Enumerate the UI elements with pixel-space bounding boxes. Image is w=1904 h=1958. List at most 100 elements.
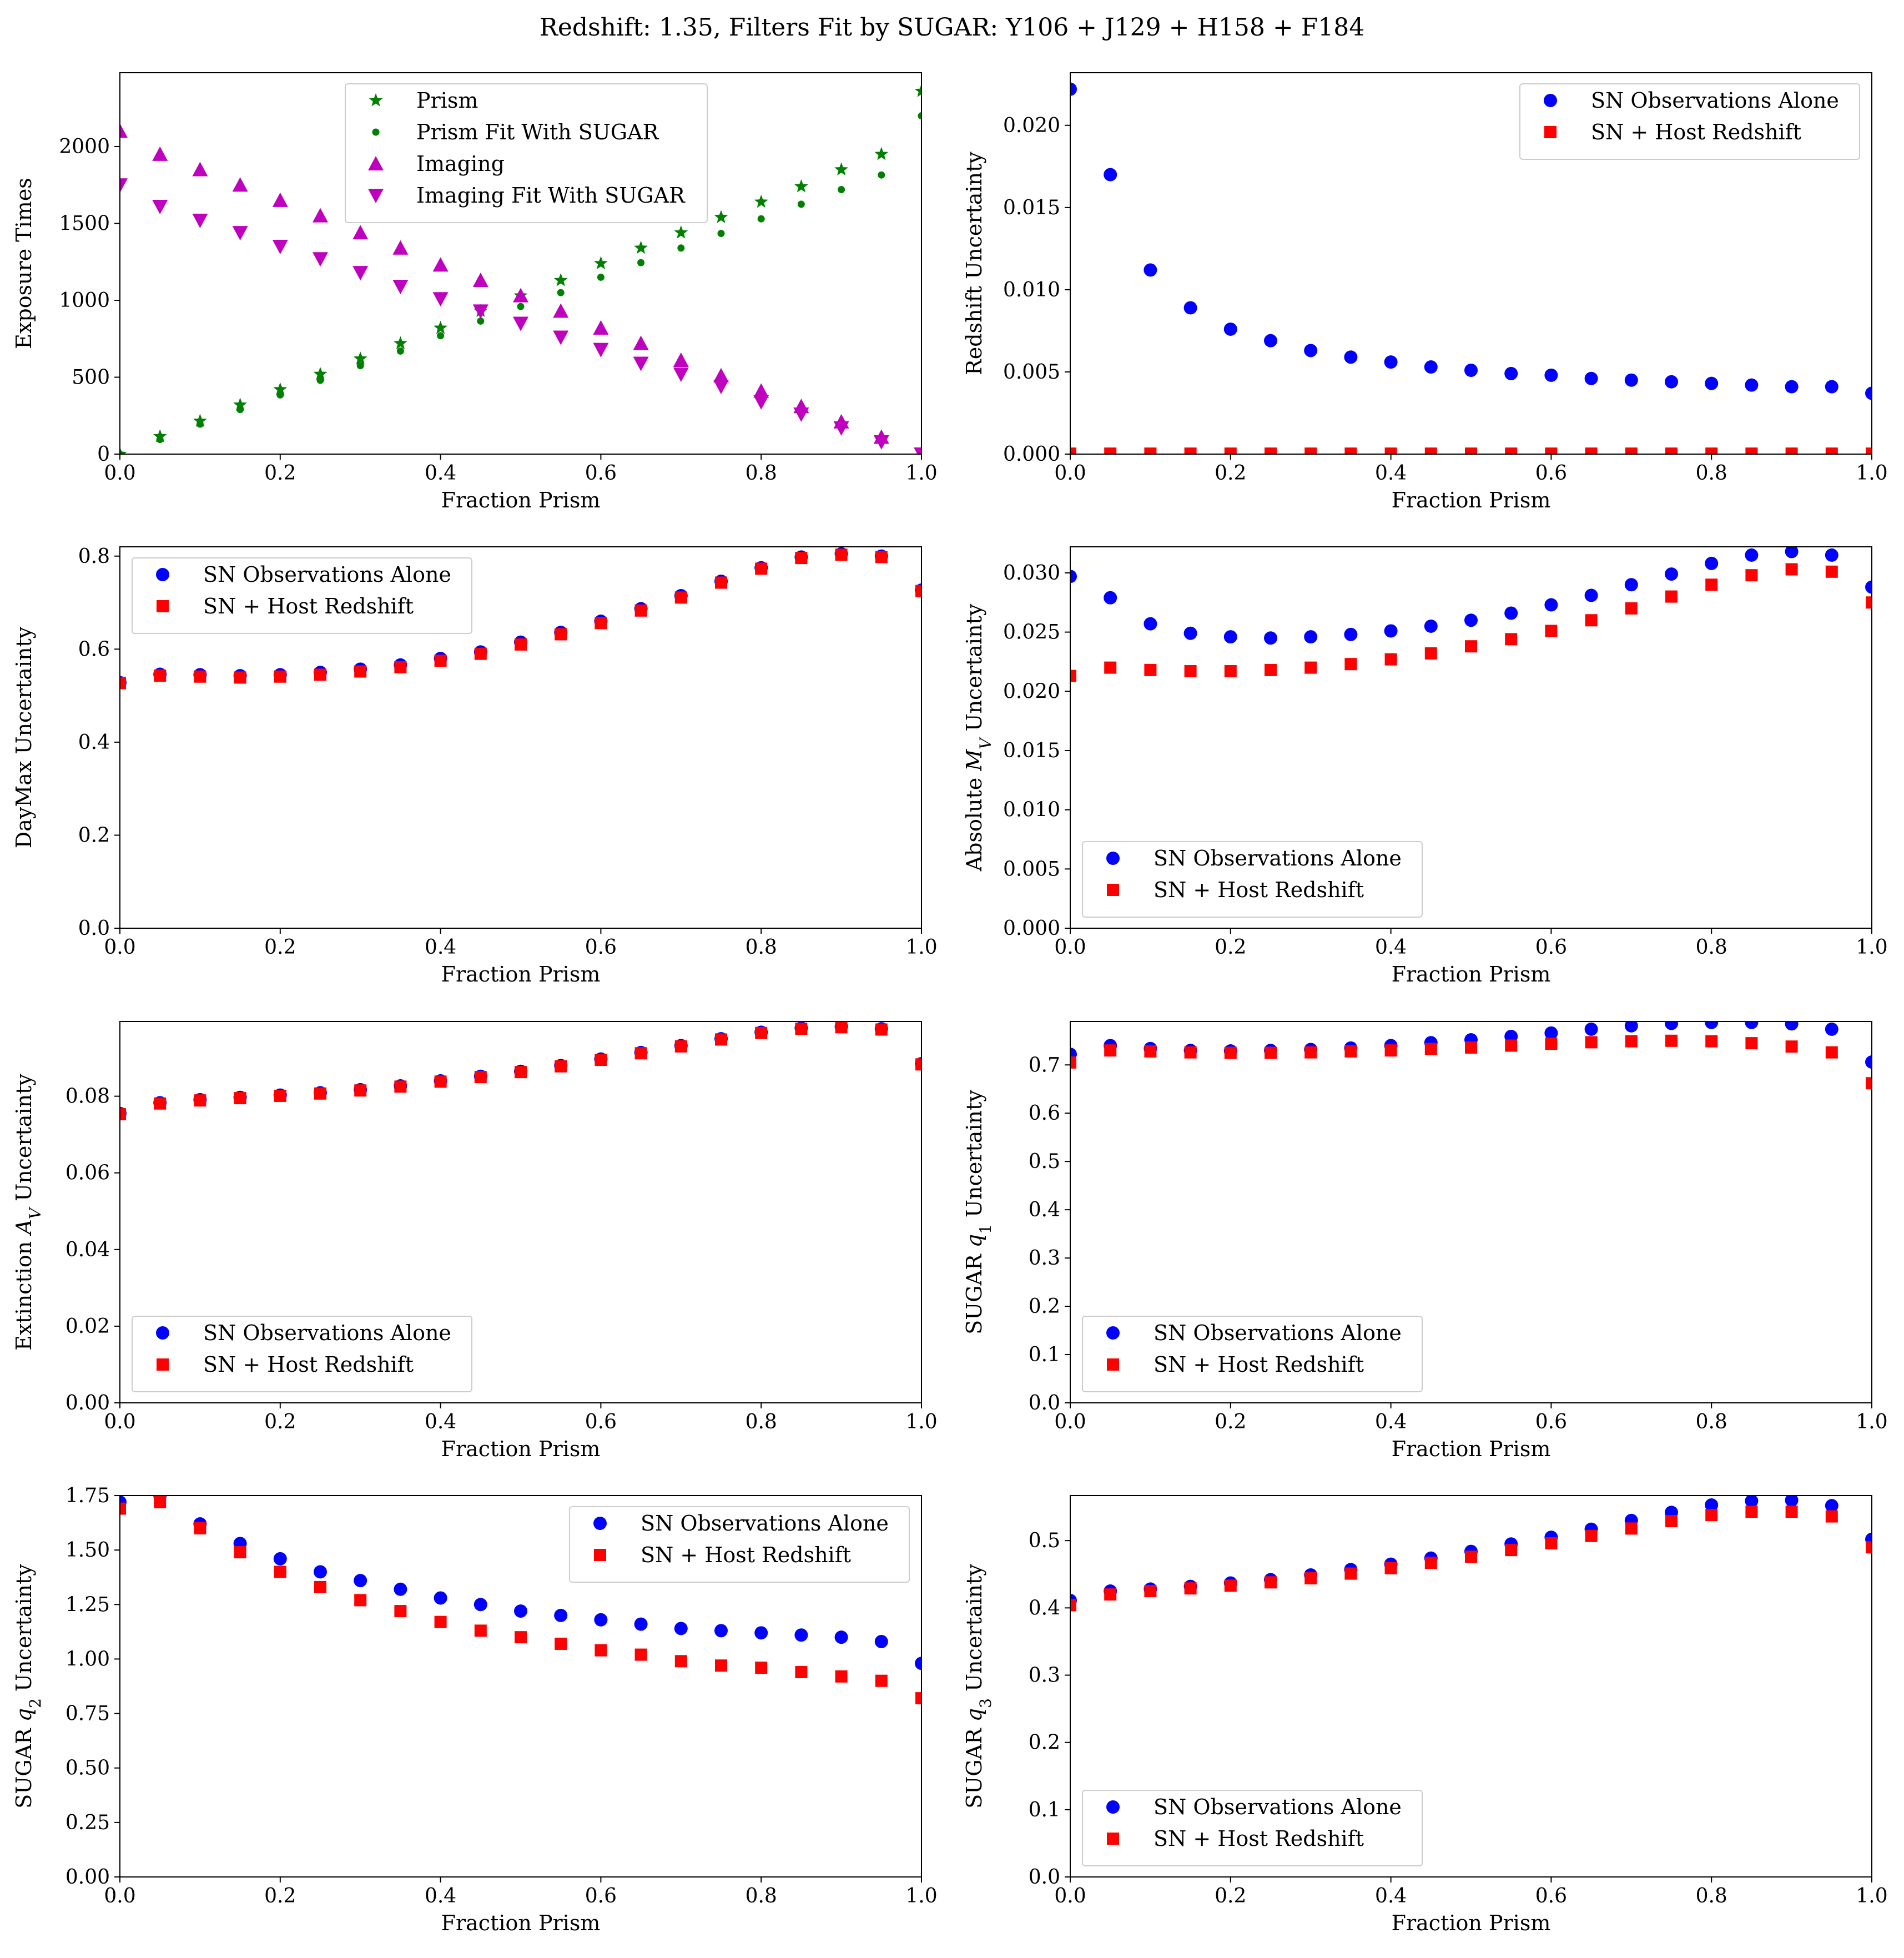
x-tick-label: 0.6 (585, 1885, 617, 1907)
data-point (1665, 590, 1678, 603)
data-point (152, 146, 168, 161)
data-point (434, 320, 447, 334)
y-tick-label: 0.50 (66, 1757, 110, 1780)
data-point (1384, 624, 1398, 638)
data-point (1785, 1021, 1799, 1031)
legend-marker (157, 1358, 169, 1371)
x-tick-label: 0.0 (104, 936, 135, 959)
legend-label: SN + Host Redshift (641, 1543, 851, 1567)
x-axis-label: Fraction Prism (1392, 1911, 1551, 1935)
legend-label: SN + Host Redshift (203, 1352, 414, 1377)
data-point (472, 272, 488, 287)
legend: SN Observations Alone SN + Host Redshift (1082, 841, 1423, 918)
data-point (795, 1665, 808, 1678)
data-point (1070, 570, 1077, 583)
x-tick-label: 0.2 (264, 1885, 296, 1907)
data-point (838, 186, 845, 194)
data-point (1665, 375, 1678, 389)
data-point (394, 336, 407, 350)
data-point (757, 215, 765, 223)
data-point (437, 332, 445, 340)
data-point (434, 655, 447, 667)
data-point (1545, 1038, 1558, 1050)
data-point (717, 229, 725, 237)
data-point (119, 1502, 126, 1515)
legend-label: SN Observations Alone (1154, 846, 1402, 870)
data-point (1625, 1522, 1638, 1535)
data-point (634, 1648, 647, 1661)
data-point (119, 123, 128, 138)
data-point (1705, 376, 1719, 390)
data-point (1705, 556, 1719, 570)
x-tick-label: 0.8 (1696, 462, 1727, 485)
legend-label: SN + Host Redshift (1154, 878, 1364, 902)
data-point (1825, 1499, 1838, 1513)
x-tick-label: 1.0 (905, 1411, 937, 1433)
data-point (1224, 447, 1237, 455)
data-point (1825, 380, 1838, 394)
data-point (1866, 447, 1872, 455)
plot-frame (119, 1021, 922, 1403)
y-tick-label: 0.015 (1003, 197, 1060, 219)
data-point (1825, 1022, 1838, 1036)
x-tick-label: 0.4 (1375, 936, 1407, 959)
data-point (555, 628, 567, 641)
x-tick-label: 0.0 (104, 1411, 135, 1433)
data-point (553, 303, 569, 318)
x-tick-label: 0.2 (1215, 936, 1246, 959)
series-sn-host-redshift (1070, 1506, 1872, 1612)
data-point (276, 391, 284, 399)
legend-label: SN Observations Alone (641, 1511, 889, 1536)
data-point (234, 1546, 246, 1559)
legend-label: SN + Host Redshift (203, 594, 414, 618)
data-point (514, 1604, 527, 1618)
data-point (1865, 580, 1872, 594)
x-tick-label: 1.0 (1856, 1411, 1887, 1433)
data-point (1584, 371, 1598, 385)
data-point (1224, 665, 1237, 678)
data-point (1544, 598, 1558, 612)
legend: Prism Prism Fit With SUGAR Imaging Imaging … (345, 83, 708, 223)
y-tick-label: 0.2 (78, 824, 110, 847)
y-tick-label: 0.3 (1029, 1664, 1060, 1687)
data-point (1665, 1034, 1678, 1047)
data-point (234, 671, 246, 684)
data-point (1265, 447, 1277, 455)
data-point (354, 1084, 367, 1097)
data-point (555, 1637, 567, 1650)
x-tick-label: 0.0 (1054, 1411, 1086, 1433)
data-point (1424, 447, 1437, 455)
plot-area (119, 1021, 922, 1121)
data-point (314, 1565, 327, 1579)
data-point (1505, 447, 1518, 455)
data-point (232, 226, 248, 241)
legend: SN Observations Alone SN + Host Redshift (132, 557, 472, 634)
data-point (196, 420, 204, 428)
x-axis-label: Fraction Prism (441, 488, 601, 512)
data-point (714, 1624, 728, 1638)
data-point (674, 225, 688, 239)
data-point (915, 585, 922, 597)
data-point (1184, 665, 1197, 678)
x-tick-label: 0.4 (425, 936, 456, 959)
y-tick-label: 0.4 (1029, 1597, 1060, 1619)
data-point (794, 179, 808, 193)
data-point (1424, 619, 1438, 633)
y-axis-label: SUGAR q3 Uncertainty (962, 1564, 995, 1809)
data-point (1745, 1021, 1759, 1029)
data-point (713, 380, 729, 395)
y-axis-label: SUGAR q2 Uncertainty (12, 1564, 44, 1809)
data-point (875, 1674, 888, 1687)
data-point (1745, 569, 1758, 582)
data-point (1144, 263, 1157, 277)
data-point (1544, 1026, 1558, 1040)
data-point (316, 376, 324, 384)
legend-marker (156, 1326, 169, 1340)
legend-box (1519, 83, 1860, 160)
data-point (595, 1054, 607, 1066)
legend-box (132, 1316, 472, 1392)
data-point (1585, 1529, 1598, 1542)
data-point (354, 1574, 367, 1588)
y-tick-label: 0.6 (78, 638, 110, 661)
data-point (835, 1021, 848, 1034)
